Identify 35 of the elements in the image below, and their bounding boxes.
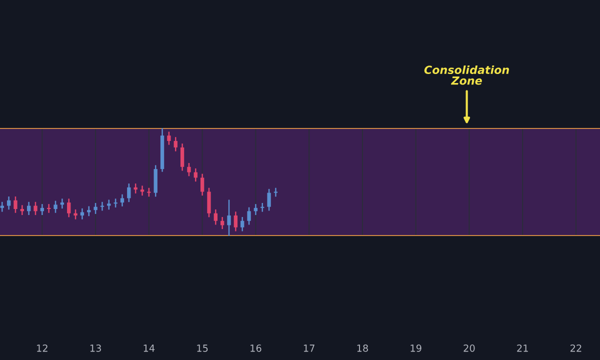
x-tick-label: 21 <box>517 344 528 352</box>
candlestick <box>214 209 218 225</box>
candlestick <box>167 132 171 145</box>
x-tick-label: 18 <box>357 344 368 352</box>
candlestick <box>154 165 158 197</box>
x-tick-label: 14 <box>144 344 155 352</box>
candlestick <box>234 212 238 232</box>
candlestick <box>174 137 178 152</box>
candlestick <box>120 194 124 206</box>
x-tick-label: 13 <box>90 344 101 352</box>
band-label: Consolidation Zone <box>424 65 509 85</box>
x-tick-label: 12 <box>37 344 48 352</box>
candlestick <box>180 144 184 171</box>
x-tick-label: 22 <box>570 344 582 352</box>
x-tick-label: 16 <box>250 344 262 352</box>
candlestick <box>34 202 38 216</box>
x-tick-label: 20 <box>464 344 475 352</box>
candlestick <box>80 208 84 220</box>
candlestick <box>14 196 18 213</box>
candlestick <box>67 198 71 218</box>
candlestick <box>127 184 131 202</box>
candlestick <box>240 217 244 232</box>
candlestick <box>207 188 211 218</box>
candlestick <box>94 202 98 214</box>
candlestick <box>274 188 278 197</box>
x-tick-label: 19 <box>410 344 422 352</box>
candlestick <box>227 200 231 236</box>
candlestick <box>54 200 58 213</box>
candlestick <box>200 174 204 196</box>
x-tick-label: 15 <box>197 344 208 352</box>
candlestick <box>247 207 251 225</box>
candlestick <box>6 196 11 210</box>
candlestick <box>267 188 271 211</box>
candlestick <box>187 163 191 176</box>
x-tick-label: 17 <box>304 344 314 352</box>
